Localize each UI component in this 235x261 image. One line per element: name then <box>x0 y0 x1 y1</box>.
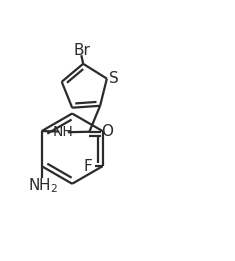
Text: F: F <box>84 159 93 174</box>
Text: S: S <box>109 71 119 86</box>
Text: NH$_2$: NH$_2$ <box>28 177 58 195</box>
Text: Br: Br <box>74 43 90 58</box>
Text: O: O <box>102 124 114 139</box>
Text: NH: NH <box>53 125 74 139</box>
